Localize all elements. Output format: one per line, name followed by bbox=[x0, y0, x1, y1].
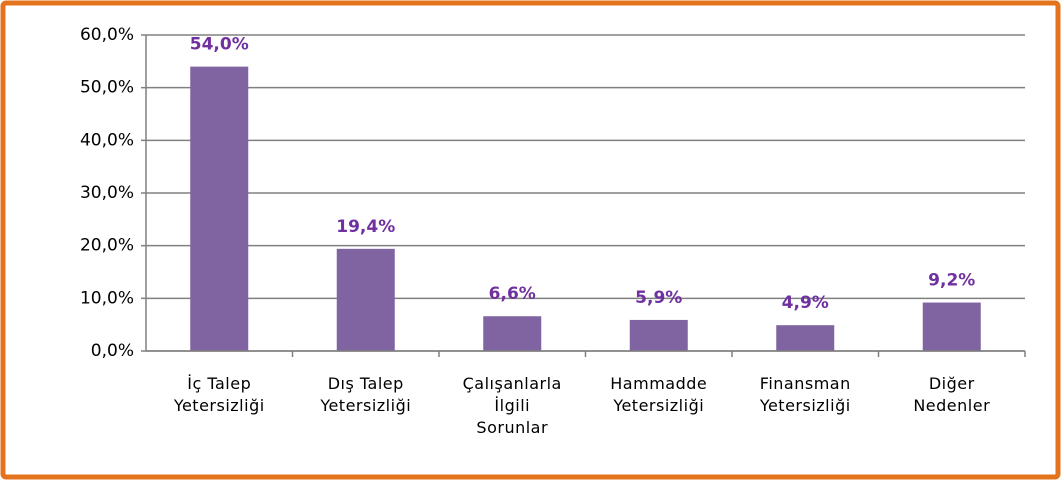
bar bbox=[629, 319, 688, 351]
x-tick-label: Diğer Nedenler bbox=[913, 374, 991, 415]
y-tick-label: 40,0% bbox=[80, 130, 134, 150]
value-label: 19,4% bbox=[336, 217, 395, 237]
y-tick-label: 30,0% bbox=[80, 183, 134, 203]
value-label: 4,9% bbox=[782, 293, 829, 313]
x-tick-label: Dış Talep Yetersizliği bbox=[320, 374, 412, 415]
value-label: 5,9% bbox=[635, 288, 682, 308]
x-tick-label: İç Talep Yetersizliği bbox=[173, 374, 265, 415]
x-tick-label: Çalışanlarla İlgili Sorunlar bbox=[462, 374, 562, 437]
value-label: 9,2% bbox=[928, 271, 975, 291]
x-tick-label: Finansman Yetersizliği bbox=[759, 374, 851, 415]
y-tick-label: 60,0% bbox=[80, 25, 134, 45]
y-tick-label: 10,0% bbox=[80, 288, 134, 308]
bar bbox=[190, 66, 249, 351]
y-tick-label: 20,0% bbox=[80, 236, 134, 256]
bar bbox=[483, 316, 542, 351]
x-tick-label: Hammadde Yetersizliği bbox=[610, 374, 708, 415]
bar bbox=[336, 248, 395, 351]
value-label: 6,6% bbox=[489, 284, 536, 304]
y-tick-label: 50,0% bbox=[80, 78, 134, 98]
bar bbox=[922, 302, 981, 351]
y-tick-label: 0,0% bbox=[91, 341, 134, 361]
bar bbox=[776, 325, 835, 351]
value-label: 54,0% bbox=[190, 35, 249, 55]
